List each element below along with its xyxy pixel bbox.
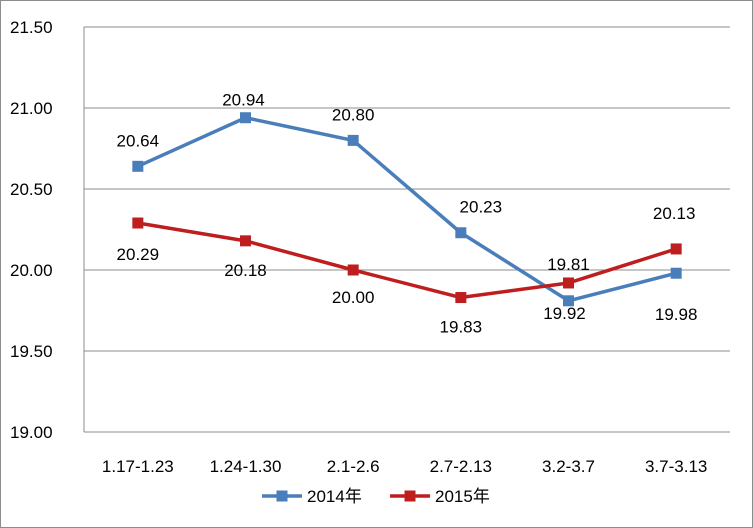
series-line (137, 221, 677, 300)
legend: 2014年 2015年 (262, 487, 490, 506)
x-tick-label: 3.2-3.7 (542, 457, 595, 476)
x-tick-label: 2.7-2.13 (430, 457, 492, 476)
data-label: 20.64 (117, 131, 160, 150)
data-label: 20.80 (332, 105, 375, 124)
data-label: 20.18 (224, 261, 267, 280)
gridlines (84, 26, 730, 433)
series-group (132, 112, 682, 307)
data-point-marker (563, 277, 574, 289)
data-point-marker (670, 243, 682, 255)
data-label: 19.98 (655, 305, 698, 324)
x-tick-label: 2.1-2.6 (327, 457, 380, 476)
data-point-marker (455, 227, 467, 239)
x-tick-label: 1.17-1.23 (102, 457, 174, 476)
data-point-marker (455, 292, 467, 304)
y-tick-label: 19.00 (10, 423, 53, 442)
data-point-marker (347, 134, 359, 146)
legend-label: 2015年 (435, 487, 490, 506)
y-tick-label: 21.00 (10, 99, 53, 118)
x-tick-label: 3.7-3.13 (645, 457, 707, 476)
x-axis: 1.17-1.23 1.24-1.30 2.1-2.6 2.7-2.13 3.2-3.7… (102, 457, 707, 476)
legend-marker (276, 490, 288, 502)
data-point-marker (132, 217, 144, 229)
data-label: 20.94 (222, 91, 265, 110)
legend-label: 2014年 (307, 487, 362, 506)
data-point-marker (240, 112, 251, 124)
data-label: 20.29 (117, 245, 160, 264)
data-point-marker (240, 235, 251, 247)
data-label: 20.13 (653, 204, 696, 223)
y-axis: 19.00 19.50 20.00 20.50 21.00 21.50 (10, 18, 85, 442)
y-tick-label: 21.50 (10, 18, 53, 37)
data-point-marker (563, 295, 574, 307)
data-labels: 20.64 20.94 20.80 20.23 19.92 19.98 20.29 20.18… (117, 91, 698, 337)
y-tick-label: 20.50 (10, 180, 53, 199)
data-label: 20.23 (460, 198, 503, 217)
x-tick-label: 1.24-1.30 (210, 457, 282, 476)
legend-marker (404, 490, 416, 502)
series-line (137, 115, 677, 303)
data-point-marker (132, 160, 144, 172)
y-tick-label: 19.50 (10, 342, 53, 361)
y-tick-label: 20.00 (10, 261, 53, 280)
data-label: 19.81 (547, 255, 590, 274)
data-label: 20.00 (332, 288, 375, 307)
data-point-marker (670, 267, 682, 279)
data-label: 19.83 (440, 318, 483, 337)
data-point-marker (347, 264, 359, 276)
data-label: 19.92 (543, 304, 586, 323)
